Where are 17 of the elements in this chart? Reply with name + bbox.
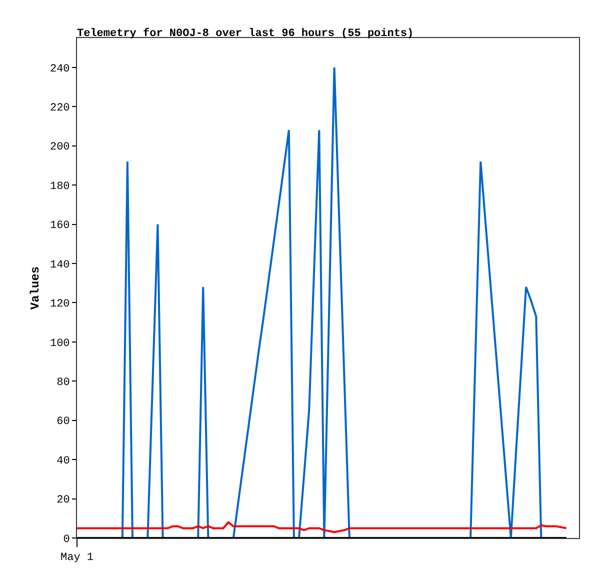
y-tick-label: 40 xyxy=(56,455,70,468)
y-tick-label: 140 xyxy=(50,259,70,272)
y-axis-title: Values xyxy=(28,266,42,310)
y-tick-label: 60 xyxy=(56,416,70,428)
y-tick-label: 80 xyxy=(56,376,70,389)
y-tick-label: 160 xyxy=(50,220,70,232)
y-tick-label: 100 xyxy=(50,338,70,350)
y-tick-label: 20 xyxy=(56,494,70,507)
x-tick-label: May 1 xyxy=(60,552,94,564)
y-tick-label: 240 xyxy=(50,63,70,76)
line-series xyxy=(77,521,568,534)
y-tick-label: 200 xyxy=(50,142,70,154)
y-tick-label: 120 xyxy=(50,298,70,311)
y-tick-label: 0 xyxy=(63,534,70,546)
y-tick-label: 220 xyxy=(50,102,70,114)
y-tick-label: 180 xyxy=(50,180,70,193)
chart-title: Telemetry for N0OJ-8 over last 96 hours (55 points) xyxy=(77,27,414,40)
